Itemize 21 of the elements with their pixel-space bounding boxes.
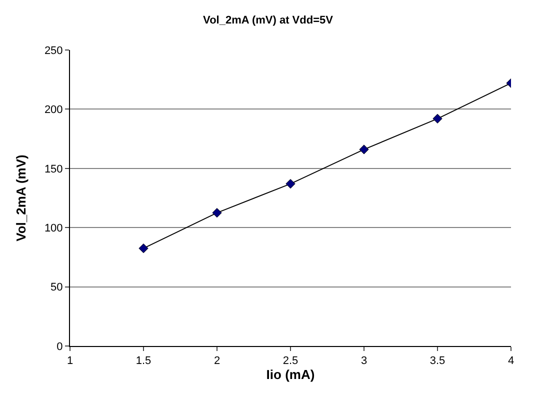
x-axis-title: Iio (mA) bbox=[266, 367, 315, 382]
y-tick-label: 150 bbox=[44, 163, 63, 176]
x-tick-label: 3.5 bbox=[430, 355, 446, 368]
point bbox=[359, 144, 369, 154]
x-tick-label: 3 bbox=[360, 355, 368, 368]
x-tick-label: 1.5 bbox=[136, 355, 152, 368]
x-tick-label: 4 bbox=[508, 355, 514, 368]
y-tick-label: 0 bbox=[56, 340, 63, 353]
y-tick-label: 200 bbox=[44, 104, 63, 116]
x-tick-label: 2 bbox=[214, 355, 220, 368]
y-tick-label: 100 bbox=[44, 222, 63, 234]
point bbox=[432, 114, 442, 124]
point bbox=[212, 208, 222, 218]
y-tick-label: 50 bbox=[50, 282, 63, 294]
y-axis-title: Vol_2mA (mV) bbox=[13, 154, 28, 242]
x-tick-label: 1 bbox=[66, 355, 74, 368]
point bbox=[286, 178, 296, 189]
y-tick-label: 250 bbox=[44, 44, 63, 57]
x-tick-label: 2.5 bbox=[282, 355, 298, 368]
point bbox=[138, 244, 148, 254]
chart-title: Vol_2mA (mV) at Vdd=5V bbox=[203, 14, 334, 27]
